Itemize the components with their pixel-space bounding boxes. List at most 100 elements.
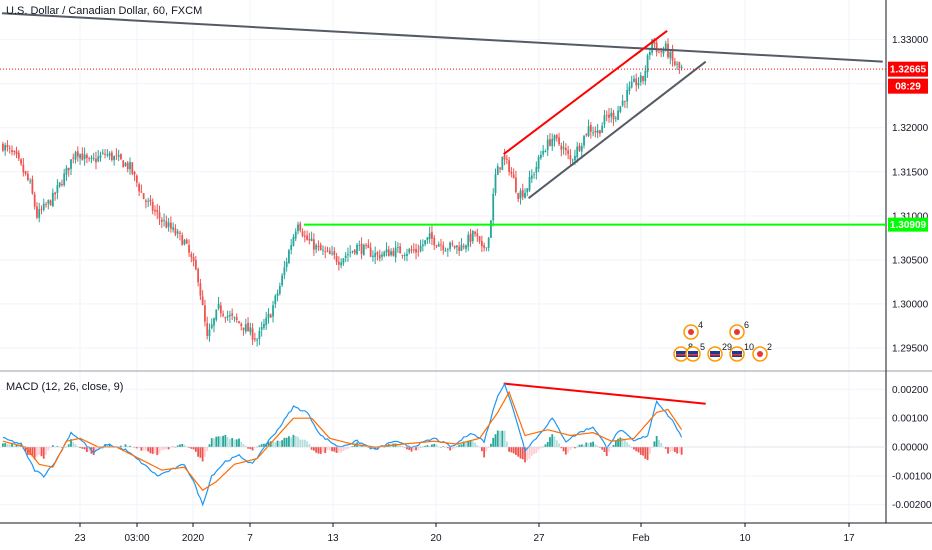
price-tick-label: 1.32000 xyxy=(892,123,929,134)
candle-body xyxy=(356,244,358,255)
candle-body xyxy=(499,167,501,169)
candle-body xyxy=(387,249,390,257)
candle-body xyxy=(145,200,147,202)
candle-body xyxy=(65,167,68,175)
candle-body xyxy=(340,262,343,266)
candle-body xyxy=(74,152,77,160)
descending-trendline[interactable] xyxy=(1,12,883,63)
candle-body xyxy=(637,82,640,86)
candle-body xyxy=(412,249,415,251)
event-marker-ca[interactable]: 4 xyxy=(683,320,703,340)
macd-histogram-bar xyxy=(260,444,263,447)
macd-histogram-bar xyxy=(283,437,286,447)
candle-body xyxy=(15,151,18,155)
macd-histogram-bar xyxy=(190,447,193,449)
macd-histogram-bar xyxy=(442,446,445,447)
candle-body xyxy=(487,237,490,248)
candle-body xyxy=(285,261,288,268)
macd-histogram-bar xyxy=(569,447,572,451)
candle-body xyxy=(117,155,120,157)
macd-histogram-bar xyxy=(72,442,75,447)
macd-histogram-bar xyxy=(433,443,436,447)
macd-histogram-bar xyxy=(462,441,465,447)
candle-body xyxy=(208,329,211,337)
candle-body xyxy=(294,231,297,239)
macd-histogram-bar xyxy=(521,447,524,460)
maple-leaf-icon xyxy=(757,351,763,357)
candle-body xyxy=(215,309,218,320)
macd-histogram-bar xyxy=(351,446,354,447)
candle-body xyxy=(135,175,138,183)
macd-axis[interactable]: 0.00200 0.00100 0.00000 -0.00100 -0.00200 xyxy=(892,385,932,511)
candle-body xyxy=(669,52,672,59)
candle-body xyxy=(342,258,345,264)
macd-histogram-bar xyxy=(673,447,676,452)
event-marker-ca[interactable]: 2 xyxy=(752,342,772,362)
event-marker-us[interactable]: 29 xyxy=(707,342,732,362)
macd-histogram-bar xyxy=(596,445,599,447)
macd-histogram-bar xyxy=(8,444,11,447)
macd-histogram-bar xyxy=(188,447,190,448)
macd-histogram-bar xyxy=(85,447,88,452)
candle-body xyxy=(376,252,379,255)
macd-line xyxy=(2,382,683,507)
candle-body xyxy=(419,245,422,252)
event-marker-us[interactable]: 5 xyxy=(685,342,705,362)
candle-body xyxy=(319,244,322,251)
macd-histogram-bar xyxy=(396,444,399,447)
candle-body xyxy=(381,254,383,257)
macd-histogram-bar xyxy=(208,444,211,447)
candle-body xyxy=(90,157,93,159)
macd-histogram-bar xyxy=(676,447,678,454)
candle-body xyxy=(678,62,681,68)
candle-body xyxy=(651,39,654,53)
candle-body xyxy=(594,130,597,133)
candle-body xyxy=(95,158,97,163)
macd-histogram-bar xyxy=(465,442,467,447)
candle-body xyxy=(614,118,617,119)
candle-body xyxy=(165,221,168,228)
candle-body xyxy=(172,227,175,230)
candle-body xyxy=(592,132,594,134)
macd-histogram-bar xyxy=(303,439,306,447)
candle-body xyxy=(288,250,290,264)
macd-histogram-bar xyxy=(24,447,27,452)
macd-divergence-line[interactable] xyxy=(503,382,706,405)
candle-body xyxy=(351,250,354,252)
candle-body xyxy=(147,200,150,202)
event-count: 4 xyxy=(698,320,703,330)
candle-body xyxy=(278,286,281,294)
macd-histogram-bar xyxy=(551,434,554,447)
candle-body xyxy=(122,160,125,168)
candle-body xyxy=(449,242,451,249)
macd-tick-label: 0.00100 xyxy=(892,414,929,425)
macd-histogram-bar xyxy=(258,445,261,447)
macd-histogram-bar xyxy=(297,436,299,447)
channel-bottom-line[interactable] xyxy=(528,60,707,200)
candle-body xyxy=(612,112,615,120)
macd-histogram-bar xyxy=(6,444,9,447)
macd-histogram-bar xyxy=(580,444,583,447)
candle-body xyxy=(537,156,540,169)
channel-top-line[interactable] xyxy=(503,30,668,155)
event-marker-ca[interactable]: 6 xyxy=(729,320,749,340)
candle-body xyxy=(642,75,644,81)
candle-body xyxy=(11,150,13,153)
macd-histogram-bar xyxy=(367,447,370,448)
drawing-layer[interactable] xyxy=(0,12,886,405)
macd-histogram-bar xyxy=(199,447,202,458)
candle-body xyxy=(646,55,649,73)
candle-body xyxy=(142,193,145,200)
macd-histogram-bar xyxy=(292,434,295,447)
event-markers[interactable]: 468529102 xyxy=(673,320,772,362)
time-tick-label: 17 xyxy=(843,533,855,544)
macd-histogram-bar xyxy=(263,443,265,447)
macd-histogram-bar xyxy=(154,447,156,454)
time-axis[interactable]: 23 03:00 2020 7 13 20 27 Feb 10 17 xyxy=(74,523,855,544)
macd-histogram-bar xyxy=(135,447,138,449)
candle-body xyxy=(596,130,599,133)
event-marker-us[interactable]: 10 xyxy=(729,342,754,362)
price-tick-label: 1.30500 xyxy=(892,255,929,266)
macd-histogram-bar xyxy=(74,444,77,447)
